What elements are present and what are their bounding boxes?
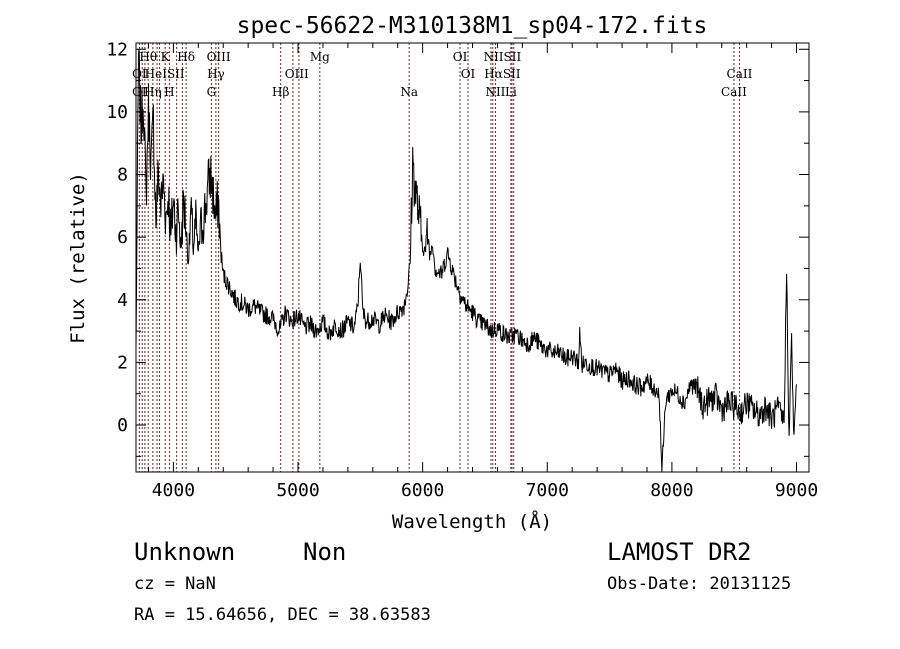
y-tick-label-3: 6 (117, 227, 128, 248)
line-label-2: Hδ (177, 50, 195, 64)
line-label-9: Hγ (207, 67, 225, 81)
chart-title: spec-56622-M310138M1_sp04-172.fits (237, 13, 708, 39)
y-tick-label-1: 2 (117, 352, 128, 373)
spectrum-line (135, 49, 797, 473)
line-label-18: Hβ (272, 85, 289, 99)
line-label-13: CaII (727, 67, 753, 81)
line-label-1: K (161, 50, 171, 64)
y-tick-label-2: 4 (117, 290, 128, 311)
redshift-cz: cz = NaN (134, 574, 216, 594)
line-label-8: HeISII (145, 67, 185, 81)
y-tick-label-0: 0 (117, 415, 128, 436)
line-label-0: Hθ (139, 50, 157, 64)
emission-lines-group (138, 43, 740, 472)
line-label-15: Hη (144, 85, 162, 99)
line-label-6: NIISII (484, 50, 522, 64)
line-label-11: OI (461, 67, 476, 81)
x-tick-label-1: 5000 (276, 480, 319, 501)
survey-name: LAMOST DR2 (607, 538, 752, 566)
y-axis-label: Flux (relative) (67, 172, 89, 344)
line-label-16: H (164, 85, 174, 99)
line-label-3: OIII (207, 50, 231, 64)
line-label-10: OIII (285, 67, 309, 81)
coordinates: RA = 15.64656, DEC = 38.63583 (134, 605, 431, 625)
x-axis-label: Wavelength (Å) (392, 510, 552, 533)
y-tick-label-6: 12 (106, 39, 128, 60)
x-tick-label-3: 7000 (526, 480, 569, 501)
x-ticks-group: 4000 5000 6000 7000 8000 9000 (147, 43, 818, 501)
line-label-5: OI (453, 50, 468, 64)
spectrum-group (135, 49, 797, 473)
line-label-20: NII (485, 85, 505, 99)
x-tick-label-2: 6000 (401, 480, 444, 501)
line-label-19: Na (400, 85, 418, 99)
line-label-12: HαSII (484, 67, 521, 81)
object-class: Unknown (134, 538, 235, 566)
x-tick-label-4: 8000 (650, 480, 693, 501)
object-subclass: Non (303, 538, 346, 566)
line-label-17: G (207, 85, 217, 99)
y-tick-label-4: 8 (117, 165, 128, 186)
line-label-21: Li (505, 85, 517, 99)
observation-date: Obs-Date: 20131125 (607, 574, 791, 594)
line-label-4: Mg (310, 50, 330, 64)
y-tick-label-5: 10 (106, 102, 128, 123)
x-tick-label-0: 4000 (152, 480, 195, 501)
x-tick-label-5: 9000 (775, 480, 818, 501)
line-label-22: CaII (721, 85, 747, 99)
y-ticks-group: 0 2 4 6 8 10 12 (106, 39, 809, 457)
